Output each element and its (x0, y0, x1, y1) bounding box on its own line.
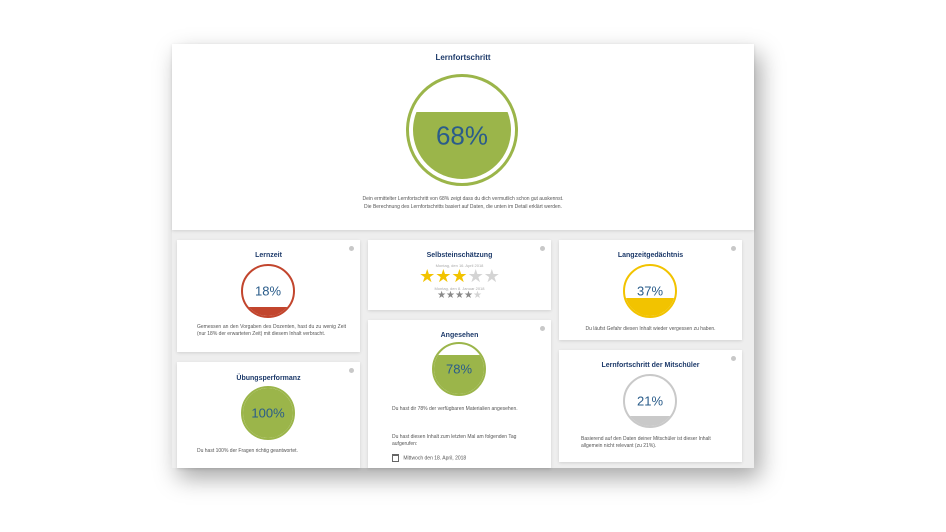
info-icon[interactable] (731, 356, 736, 361)
angesehen-gauge: 78% (432, 342, 486, 396)
star-icon: ★ (455, 290, 464, 301)
lernzeit-gauge: 18% (241, 264, 295, 318)
star-icon: ★ (483, 266, 500, 286)
main-gauge-label: 68% (435, 120, 489, 151)
langzeit-gauge: 37% (623, 264, 677, 318)
lernzeit-desc: Gemessen an den Vorgaben des Dozenten, h… (197, 324, 346, 337)
angesehen-date-row: Mittwoch den 18. April, 2018 (392, 454, 466, 462)
angesehen-gauge-fill (434, 355, 484, 394)
main-desc-2: Die Berechnung des Lernfortschritts basi… (364, 204, 562, 210)
lernzeit-gauge-label: 18% (254, 283, 282, 299)
uebung-gauge-fill (243, 388, 293, 438)
star-icon: ★ (472, 290, 482, 301)
main-title: Lernfortschritt (435, 53, 491, 62)
angesehen-gauge-label: 78% (445, 361, 473, 377)
dashboard-stage: Lernfortschritt 68% Dein ermittelter Ler… (172, 44, 754, 468)
info-icon[interactable] (731, 246, 736, 251)
lernzeit-gauge-fill (243, 307, 293, 316)
info-icon[interactable] (349, 246, 354, 251)
angesehen-title: Angesehen (440, 332, 479, 339)
langzeit-title: Langzeitgedächtnis (617, 252, 684, 259)
mitschueler-gauge-fill (625, 415, 675, 426)
langzeit-card: Langzeitgedächtnis 37% Du läufst Gefahr … (559, 240, 742, 340)
lernzeit-title: Lernzeit (255, 252, 282, 259)
angesehen-desc-2: Du hast diesen Inhalt zum letzten Mal am… (392, 434, 517, 447)
mitschueler-gauge-label: 21% (636, 393, 664, 409)
langzeit-gauge-fill (625, 297, 675, 316)
langzeit-desc: Du läufst Gefahr diesen Inhalt wieder ve… (585, 326, 716, 332)
uebung-desc: Du hast 100% der Fragen richtig geantwor… (197, 448, 298, 454)
mitschueler-gauge: 21% (623, 374, 677, 428)
info-icon[interactable] (349, 368, 354, 373)
main-gauge: 68% (406, 74, 518, 186)
mitschueler-desc: Basierend auf den Daten deiner Mitschüle… (581, 436, 711, 449)
selbst-title: Selbsteinschätzung (426, 252, 493, 259)
star-icon: ★ (467, 266, 484, 286)
star-icon: ★ (451, 266, 468, 286)
uebung-gauge-label: 100% (251, 405, 285, 421)
angesehen-desc: Du hast dir 78% der verfügbaren Material… (392, 406, 518, 412)
selbst-card: Selbsteinschätzung Montag, den 16. April… (368, 240, 551, 310)
main-gauge-fill (413, 112, 511, 179)
info-icon[interactable] (540, 326, 545, 331)
main-desc-1: Dein ermittelter Lernfortschritt von 68%… (362, 196, 564, 202)
calendar-icon (392, 454, 399, 462)
uebung-title: Übungsperformanz (236, 375, 301, 382)
mitschueler-card: Lernfortschritt der Mitschüler 21% Basie… (559, 350, 742, 462)
mitschueler-title: Lernfortschritt der Mitschüler (601, 362, 700, 369)
star-icon: ★ (446, 290, 456, 301)
lernzeit-card: Lernzeit 18% Gemessen an den Vorgaben de… (177, 240, 360, 352)
angesehen-date: Mittwoch den 18. April, 2018 (403, 455, 467, 462)
selbst-date-1: Montag, den 16. April 2018 (435, 263, 484, 268)
selbst-rating-1: ★★★★★ (368, 266, 551, 287)
star-icon: ★ (419, 266, 436, 286)
selbst-rating-2: ★★★★★ (368, 290, 551, 301)
angesehen-card: Angesehen 78% Du hast dir 78% der verfüg… (368, 320, 551, 468)
uebung-gauge: 100% (241, 386, 295, 440)
uebung-card: Übungsperformanz 100% Du hast 100% der F… (177, 362, 360, 468)
selbst-date-2: Montag, den 8. Januar 2018 (434, 286, 485, 291)
star-icon: ★ (437, 290, 447, 301)
info-icon[interactable] (540, 246, 545, 251)
main-progress-card: Lernfortschritt 68% Dein ermittelter Ler… (172, 44, 754, 230)
langzeit-gauge-label: 37% (636, 283, 664, 299)
star-icon: ★ (435, 266, 452, 286)
star-icon: ★ (463, 290, 473, 301)
